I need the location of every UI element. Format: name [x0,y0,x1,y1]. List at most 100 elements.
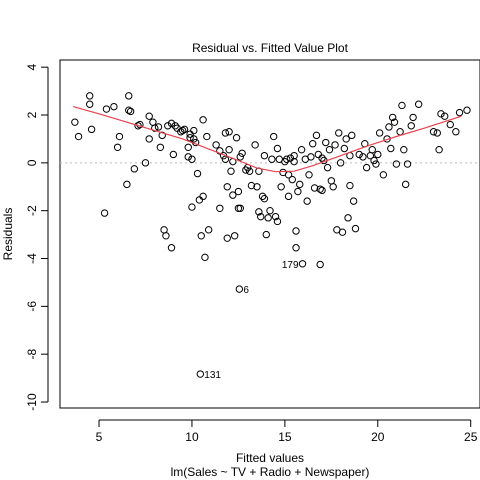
residual-point [196,370,205,378]
residual-point [195,196,204,204]
residual-point [370,156,378,165]
residual-point [348,131,356,140]
residual-point [400,145,408,154]
residual-point [149,118,157,126]
residual-point [312,131,321,140]
residual-point [169,150,178,159]
residual-point [113,143,122,151]
residual-point [294,187,302,196]
residual-point [273,144,282,153]
residual-point [409,113,417,122]
residual-point [223,183,231,191]
residual-point [184,143,192,151]
residual-point [437,110,445,118]
residual-point [403,160,412,168]
residual-point [268,155,276,163]
residual-point [314,150,323,159]
residual-point [336,159,345,167]
residual-point [305,171,313,179]
residual-point [123,180,131,189]
residual-point [115,132,124,141]
smoother-line [72,106,462,173]
residual-point [368,145,376,154]
residual-point [255,208,263,216]
residual-point [340,144,349,153]
residual-point [86,100,94,108]
residual-point [247,181,256,190]
points-layer [71,92,471,378]
residual-point [316,260,324,269]
residual-point [388,113,397,122]
residual-point [316,185,324,193]
residual-point [253,183,261,191]
y-tick-label: 2 [25,111,39,118]
residual-point [236,153,244,161]
y-tick-label: -6 [25,301,39,312]
residual-point [288,175,297,184]
residual-point [375,129,384,137]
residual-point [446,120,454,129]
residual-point [180,125,189,134]
residual-point [193,169,202,178]
x-tick-label: 5 [96,430,103,444]
residual-point [216,204,224,212]
residual-point [154,123,163,131]
residual-point [271,212,280,221]
residual-point [216,147,224,155]
residual-point [292,227,300,235]
y-tick-label: -10 [25,393,39,411]
residual-point [359,153,367,161]
residual-point [318,154,326,162]
residual-point [235,285,244,293]
residual-point [323,163,332,172]
residual-point [130,165,139,173]
y-tick-label: 0 [25,159,39,166]
residual-point [204,226,213,234]
residual-point [401,180,410,189]
residual-point [372,160,380,168]
residual-point [184,153,192,161]
outlier-label: 131 [204,370,221,381]
residual-point [429,128,438,136]
model-formula-label: lm(Sales ~ TV + Radio + Newspaper) [171,465,370,479]
residual-point [355,150,363,159]
residual-point [178,126,187,135]
x-tick-label: 25 [464,430,478,444]
residual-point [264,214,272,222]
residual-point [223,234,231,242]
residual-point [297,145,306,154]
residual-point [440,112,449,120]
residual-point [385,123,393,131]
residual-point [392,160,401,168]
residual-point [71,118,79,126]
residual-point [236,204,244,212]
x-tick-label: 15 [278,430,292,444]
residual-point [296,180,304,189]
residual-point [232,134,241,142]
residual-point [284,192,293,201]
y-axis-label: Residuals [1,208,15,261]
residual-point [298,260,307,268]
y-tick-label: 4 [25,64,39,71]
residual-point [407,122,415,130]
y-tick-label: -8 [25,349,39,360]
residual-point [110,102,118,111]
residual-point [329,183,337,191]
residual-point [221,129,230,137]
residual-point [303,197,311,205]
residual-point [325,145,334,154]
residual-point [230,232,239,240]
y-tick-label: -4 [25,253,39,264]
residual-point [171,122,179,130]
residual-point [229,191,237,199]
residual-point [266,206,274,215]
residual-point [190,135,198,143]
residual-point [277,183,285,191]
residual-point [290,157,298,166]
residual-point [74,132,83,141]
smooth-layer [72,106,462,173]
residual-point [322,138,330,147]
residual-point [188,155,196,163]
residual-point [125,106,133,114]
residual-point [327,177,336,185]
